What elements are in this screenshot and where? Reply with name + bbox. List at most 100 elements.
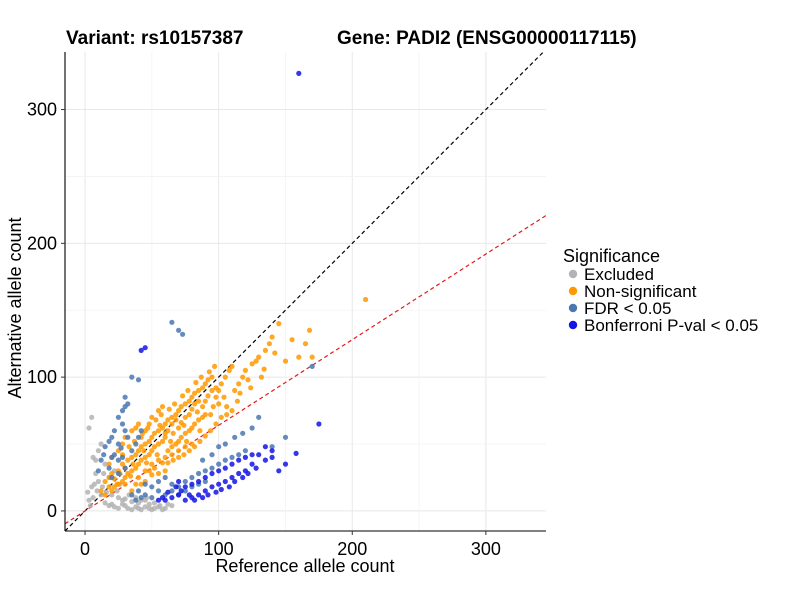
point-fdr-0-05 <box>125 434 131 440</box>
point-non-significant <box>249 361 255 367</box>
point-non-significant <box>302 341 309 347</box>
point-non-significant <box>149 461 155 467</box>
point-non-significant <box>205 393 211 399</box>
point-excluded <box>157 503 163 509</box>
point-non-significant <box>236 381 242 387</box>
point-non-significant <box>143 460 150 466</box>
point-fdr-0-05 <box>149 495 155 501</box>
point-fdr-0-05 <box>189 474 195 481</box>
legend-key-excluded <box>568 269 578 279</box>
point-non-significant <box>102 492 108 498</box>
point-non-significant <box>133 452 139 458</box>
grid-lines <box>65 52 546 531</box>
point-non-significant <box>181 452 187 458</box>
point-non-significant <box>185 387 191 394</box>
point-non-significant <box>205 377 211 383</box>
point-non-significant <box>173 417 179 423</box>
point-non-significant <box>122 481 128 487</box>
point-non-significant <box>182 401 188 407</box>
point-fdr-0-05 <box>109 474 115 481</box>
point-non-significant <box>197 438 203 444</box>
point-fdr-0-05 <box>125 401 131 407</box>
point-non-significant <box>218 381 224 387</box>
point-fdr-0-05 <box>122 394 128 400</box>
point-fdr-0-05 <box>138 428 144 434</box>
point-fdr-0-05 <box>282 434 289 440</box>
x-tick-label: 300 <box>471 539 501 559</box>
point-non-significant <box>306 327 313 333</box>
point-excluded <box>109 492 115 498</box>
point-non-significant <box>192 444 198 450</box>
point-non-significant <box>159 438 166 444</box>
point-excluded <box>115 505 121 511</box>
point-fdr-0-05 <box>202 478 208 485</box>
point-excluded <box>93 457 99 463</box>
point-fdr-0-05 <box>216 444 222 450</box>
point-non-significant <box>253 358 259 364</box>
point-bonferroni-p-val-0-05 <box>200 495 206 501</box>
point-bonferroni-p-val-0-05 <box>240 474 246 481</box>
point-non-significant <box>119 441 126 447</box>
point-fdr-0-05 <box>138 495 144 501</box>
point-bonferroni-p-val-0-05 <box>202 474 208 481</box>
point-non-significant <box>269 334 275 340</box>
y-tick-label: 100 <box>27 367 57 387</box>
point-non-significant <box>162 454 168 460</box>
point-bonferroni-p-val-0-05 <box>209 470 215 477</box>
point-excluded <box>91 481 97 487</box>
point-non-significant <box>218 414 224 420</box>
point-excluded <box>87 503 93 509</box>
axes <box>64 52 546 532</box>
point-non-significant <box>210 404 216 410</box>
y-axis-title: Alternative allele count <box>5 217 25 398</box>
point-excluded <box>115 495 121 501</box>
point-fdr-0-05 <box>176 327 182 333</box>
point-non-significant <box>133 465 139 471</box>
point-non-significant <box>168 438 174 444</box>
point-non-significant <box>169 452 175 458</box>
point-bonferroni-p-val-0-05 <box>216 468 222 474</box>
point-non-significant <box>248 385 254 391</box>
point-fdr-0-05 <box>236 452 242 458</box>
chart-title-variant: Variant: rs10157387 <box>66 28 243 49</box>
point-non-significant <box>178 404 184 410</box>
point-non-significant <box>165 428 171 434</box>
point-non-significant <box>200 404 206 410</box>
legend-key-bonferroni-p-val-0-05 <box>568 320 578 330</box>
point-non-significant <box>189 425 195 431</box>
point-excluded <box>169 503 175 509</box>
point-fdr-0-05 <box>135 434 142 440</box>
point-bonferroni-p-val-0-05 <box>218 486 224 493</box>
point-bonferroni-p-val-0-05 <box>216 481 222 487</box>
point-non-significant <box>142 454 148 460</box>
point-fdr-0-05 <box>118 445 124 451</box>
point-excluded <box>102 461 108 467</box>
point-non-significant <box>184 438 190 444</box>
point-bonferroni-p-val-0-05 <box>205 492 211 498</box>
point-non-significant <box>212 363 218 369</box>
point-fdr-0-05 <box>249 425 255 431</box>
point-non-significant <box>133 481 139 487</box>
point-non-significant <box>192 421 198 427</box>
point-bonferroni-p-val-0-05 <box>236 470 242 477</box>
point-non-significant <box>162 468 168 474</box>
point-non-significant <box>151 430 158 436</box>
point-non-significant <box>180 393 186 399</box>
point-non-significant <box>141 448 147 454</box>
point-bonferroni-p-val-0-05 <box>232 478 238 485</box>
point-non-significant <box>155 428 162 434</box>
point-fdr-0-05 <box>180 331 186 337</box>
point-bonferroni-p-val-0-05 <box>196 478 202 485</box>
point-non-significant <box>159 460 166 466</box>
point-fdr-0-05 <box>169 481 175 487</box>
point-bonferroni-p-val-0-05 <box>222 478 228 485</box>
point-fdr-0-05 <box>101 452 107 458</box>
point-non-significant <box>130 461 136 467</box>
point-non-significant <box>155 470 162 477</box>
point-non-significant <box>176 425 182 431</box>
legend-key-fdr-0-05 <box>568 303 578 313</box>
point-non-significant <box>138 481 144 487</box>
point-bonferroni-p-val-0-05 <box>293 450 299 456</box>
point-bonferroni-p-val-0-05 <box>242 454 248 460</box>
point-non-significant <box>196 387 202 394</box>
